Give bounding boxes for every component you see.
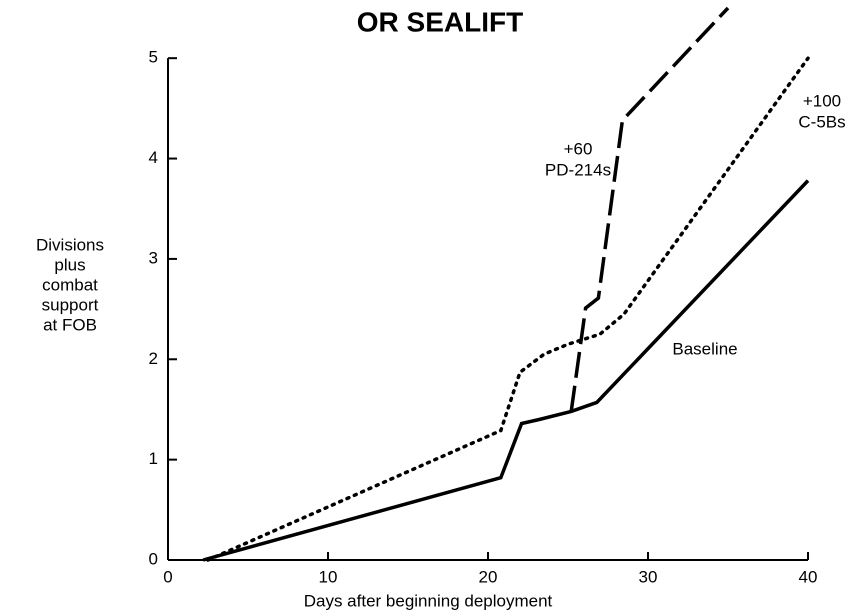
y-axis-label: Divisions [36, 235, 104, 254]
y-tick-label: 1 [149, 449, 158, 468]
x-tick-label: 20 [479, 567, 498, 586]
annotation: Baseline [672, 339, 737, 358]
chart-title: OR SEALIFT [357, 6, 523, 37]
y-tick-label: 0 [149, 549, 158, 568]
y-axis-label: support [42, 295, 99, 314]
y-tick-label: 2 [149, 349, 158, 368]
x-tick-label: 10 [319, 567, 338, 586]
x-tick-label: 40 [799, 567, 818, 586]
y-axis-label: combat [42, 275, 98, 294]
annotation: +100 [803, 91, 841, 110]
x-tick-label: 30 [639, 567, 658, 586]
line-series [202, 179, 810, 562]
x-axis-label: Days after beginning deployment [304, 591, 553, 610]
line-series [206, 56, 810, 562]
y-axis-label: plus [54, 255, 85, 274]
y-tick-label: 4 [149, 148, 158, 167]
y-axis-label: at FOB [43, 315, 97, 334]
y-tick-label: 3 [149, 248, 158, 267]
y-tick-label: 5 [149, 48, 158, 67]
line-series [569, 6, 730, 412]
annotation: C-5Bs [798, 112, 845, 131]
annotation: PD-214s [545, 160, 611, 179]
x-tick-label: 0 [163, 567, 172, 586]
annotation: +60 [564, 139, 593, 158]
